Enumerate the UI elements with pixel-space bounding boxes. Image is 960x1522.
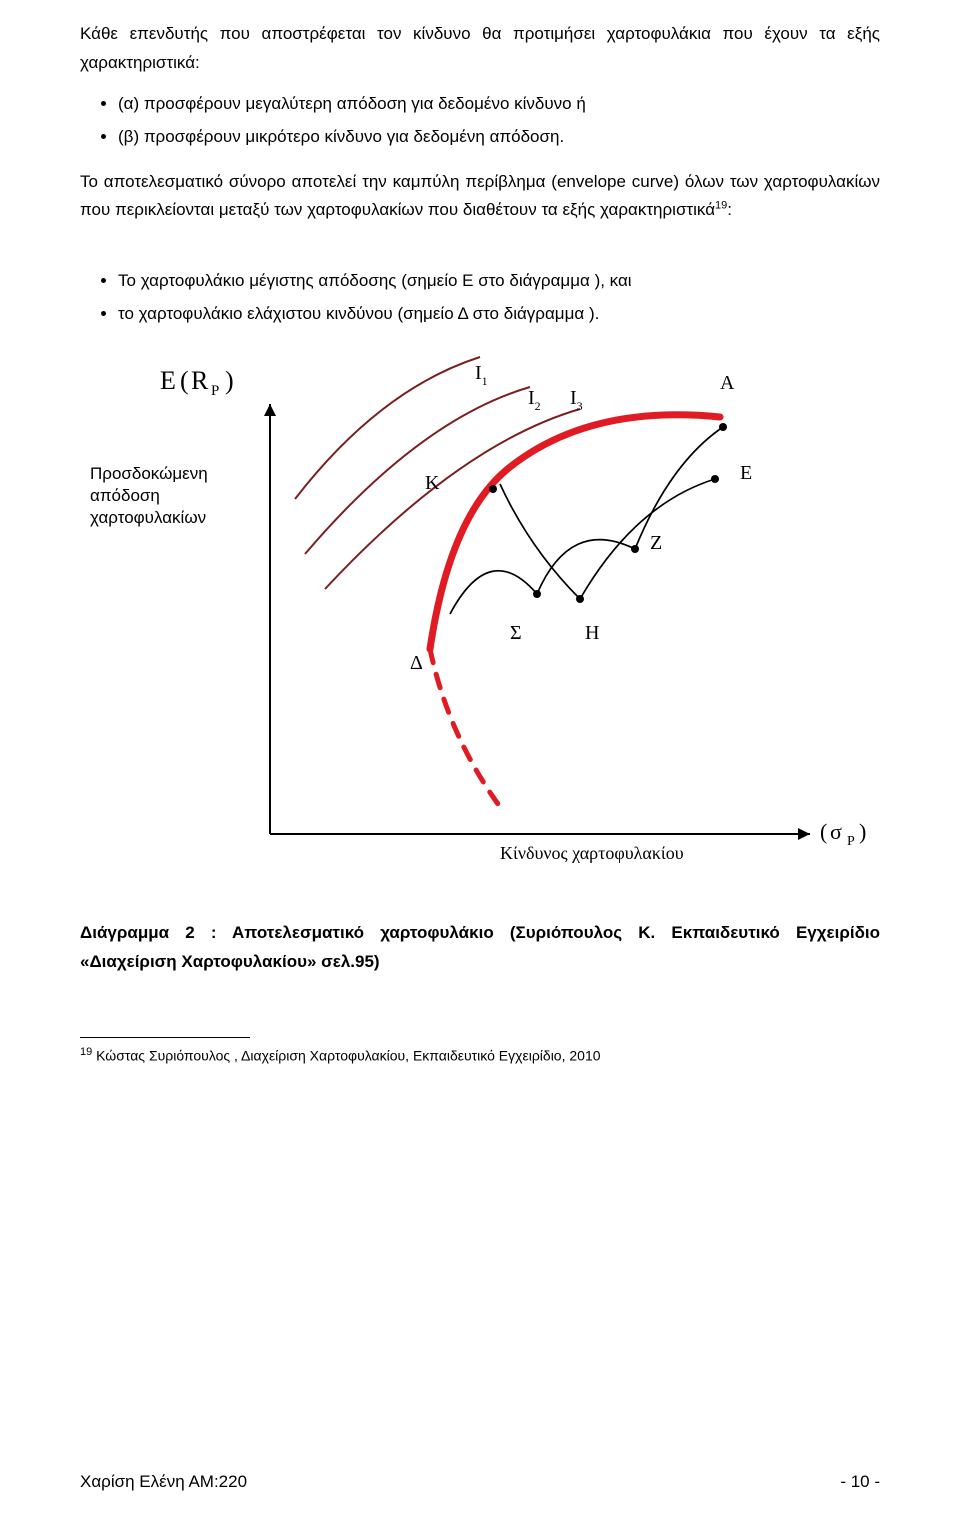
x-axis-arrow (798, 828, 810, 840)
point-h (576, 595, 584, 603)
page: Κάθε επενδυτής που αποστρέφεται τον κίνδ… (0, 0, 960, 1522)
x-axis-sigma: σ (830, 819, 842, 844)
label-e: E (740, 462, 752, 484)
point-a (719, 423, 727, 431)
x-axis-label: Κίνδυνος χαρτοφυλακίου (500, 843, 684, 863)
footnote-sup: 19 (80, 1046, 92, 1058)
y-sub-label-2: απόδοση (90, 486, 160, 505)
label-k: Κ (425, 472, 440, 494)
footer-left: Χαρίση Ελένη ΑΜ:220 (80, 1472, 247, 1492)
x-axis-paren-close: ) (859, 819, 866, 844)
footnote: 19 Κώστας Συριόπουλος , Διαχείριση Χαρτο… (80, 1044, 880, 1067)
y-sub-label-3: χαρτοφυλακίων (90, 508, 206, 527)
list-item: το χαρτοφυλάκιο ελάχιστου κινδύνου (σημε… (118, 300, 880, 329)
subset-arc-3 (537, 540, 635, 594)
y-axis-arrow (264, 404, 276, 416)
y-sub-label-1: Προσδοκώμενη (90, 464, 208, 483)
point-e (711, 475, 719, 483)
point-sigma (533, 590, 541, 598)
y-axis-paren-open: ( (180, 366, 189, 395)
envelope-text: Το αποτελεσματικό σύνορο αποτελεί την κα… (80, 172, 880, 220)
indifference-curve-i2 (305, 387, 530, 554)
envelope-after: : (727, 200, 732, 219)
label-z: Ζ (650, 532, 662, 554)
label-delta: Δ (410, 652, 423, 674)
list-item: (β) προσφέρουν μικρότερο κίνδυνο για δεδ… (118, 123, 880, 152)
intro-paragraph: Κάθε επενδυτής που αποστρέφεται τον κίνδ… (80, 20, 880, 78)
subset-arc-5 (635, 427, 723, 549)
point-k (489, 485, 497, 493)
label-i2: I2 (528, 387, 541, 413)
label-h: Η (585, 622, 599, 644)
label-i3: I3 (570, 387, 583, 413)
footnote-text: Κώστας Συριόπουλος , Διαχείριση Χαρτοφυλ… (96, 1048, 600, 1064)
subset-arc-1 (450, 571, 537, 614)
list-ab: (α) προσφέρουν μεγαλύτερη απόδοση για δε… (80, 90, 880, 152)
label-i1: I1 (475, 362, 488, 388)
label-a: Α (720, 372, 735, 394)
frontier-lower-dashed (430, 649, 498, 804)
indifference-curve-i1 (295, 357, 480, 499)
x-axis-p-sub: P (847, 834, 855, 849)
envelope-sup: 19 (715, 200, 727, 212)
y-axis-P-sub: P (211, 383, 219, 399)
x-axis-paren-open: ( (820, 819, 827, 844)
y-axis-R: R (191, 366, 209, 395)
list-item: Το χαρτοφυλάκιο μέγιστης απόδοσης (σημεί… (118, 267, 880, 296)
envelope-paragraph: Το αποτελεσματικό σύνορο αποτελεί την κα… (80, 168, 880, 226)
y-axis-paren-close: ) (225, 366, 234, 395)
label-sigma: Σ (510, 622, 522, 644)
list-cd: Το χαρτοφυλάκιο μέγιστης απόδοσης (σημεί… (80, 267, 880, 329)
y-axis-symbol-E: E (160, 366, 176, 395)
efficient-frontier-diagram: E ( R P ) Προσδοκώμενη απόδοση χαρτοφυλα… (80, 349, 880, 909)
efficient-frontier (430, 415, 720, 649)
subset-arc-2 (500, 484, 580, 599)
diagram-caption: Διάγραμμα 2 : Αποτελεσματικό χαρτοφυλάκι… (80, 919, 880, 977)
footer-right: - 10 - (840, 1472, 880, 1492)
point-z (631, 545, 639, 553)
page-footer: Χαρίση Ελένη ΑΜ:220 - 10 - (80, 1472, 880, 1492)
footnote-rule (80, 1037, 250, 1038)
list-item: (α) προσφέρουν μεγαλύτερη απόδοση για δε… (118, 90, 880, 119)
